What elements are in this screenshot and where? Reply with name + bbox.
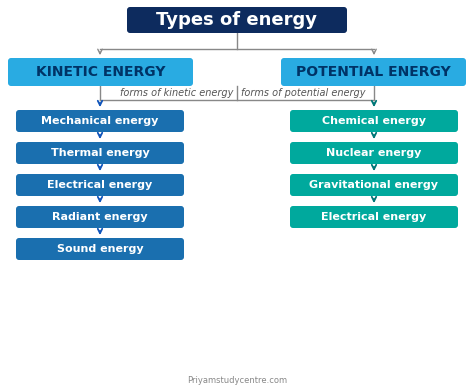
Text: Chemical energy: Chemical energy bbox=[322, 116, 426, 126]
Text: Types of energy: Types of energy bbox=[156, 11, 318, 29]
FancyBboxPatch shape bbox=[16, 142, 184, 164]
Text: POTENTIAL ENERGY: POTENTIAL ENERGY bbox=[296, 65, 451, 79]
Text: Nuclear energy: Nuclear energy bbox=[326, 148, 422, 158]
FancyBboxPatch shape bbox=[290, 206, 458, 228]
Text: Electrical energy: Electrical energy bbox=[321, 212, 427, 222]
Text: Thermal energy: Thermal energy bbox=[51, 148, 149, 158]
FancyBboxPatch shape bbox=[16, 110, 184, 132]
FancyBboxPatch shape bbox=[281, 58, 466, 86]
Text: Radiant energy: Radiant energy bbox=[52, 212, 148, 222]
FancyBboxPatch shape bbox=[290, 174, 458, 196]
FancyBboxPatch shape bbox=[127, 7, 347, 33]
Text: forms of potential energy: forms of potential energy bbox=[241, 88, 365, 98]
FancyBboxPatch shape bbox=[16, 206, 184, 228]
Text: Priyamstudycentre.com: Priyamstudycentre.com bbox=[187, 376, 287, 385]
Text: Sound energy: Sound energy bbox=[57, 244, 143, 254]
FancyBboxPatch shape bbox=[16, 174, 184, 196]
Text: Electrical energy: Electrical energy bbox=[47, 180, 153, 190]
FancyBboxPatch shape bbox=[8, 58, 193, 86]
Text: forms of kinetic energy: forms of kinetic energy bbox=[119, 88, 233, 98]
FancyBboxPatch shape bbox=[290, 110, 458, 132]
Text: Mechanical energy: Mechanical energy bbox=[41, 116, 159, 126]
FancyBboxPatch shape bbox=[16, 238, 184, 260]
Text: KINETIC ENERGY: KINETIC ENERGY bbox=[36, 65, 165, 79]
Text: Gravitational energy: Gravitational energy bbox=[310, 180, 438, 190]
FancyBboxPatch shape bbox=[290, 142, 458, 164]
